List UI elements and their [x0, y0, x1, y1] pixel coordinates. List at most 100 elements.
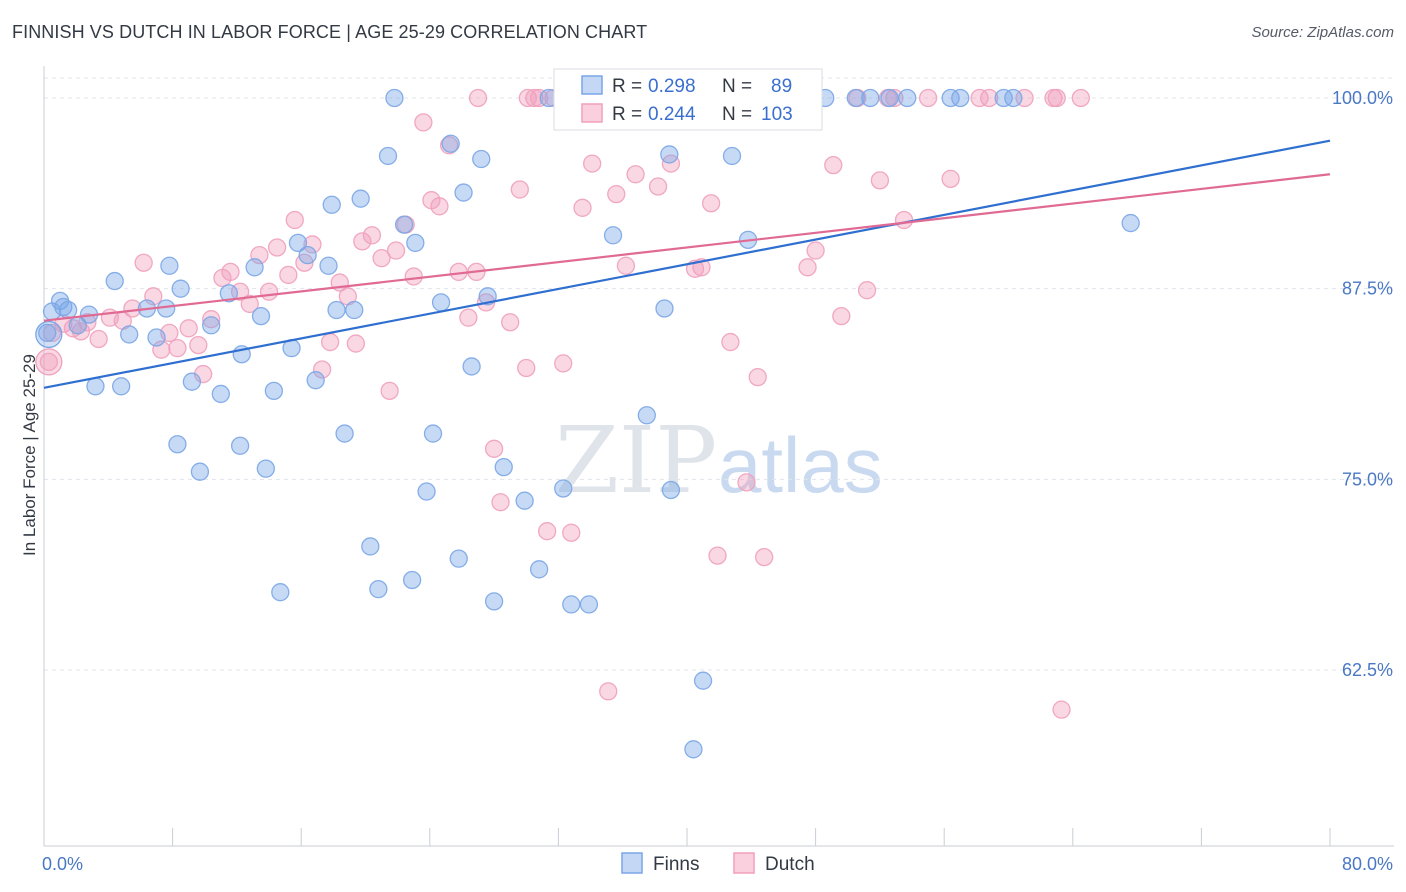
finns-point-55 [484, 592, 504, 611]
finns-point-18 [190, 462, 210, 481]
finns-point-21 [219, 284, 239, 303]
dutch-point-47 [459, 308, 478, 327]
dutch-point-75 [737, 473, 756, 492]
dutch-point-10 [134, 253, 153, 272]
finns-point-25 [251, 306, 271, 326]
dutch-point-53 [510, 180, 529, 199]
finns-point-44 [402, 570, 422, 590]
finns-point-14 [160, 256, 179, 275]
dutch-point-16 [189, 335, 208, 355]
finns-point-3 [54, 297, 73, 317]
dutch-point-37 [372, 249, 391, 268]
finns-point-88 [1121, 213, 1140, 233]
y-tick-label-0: 62.5% [1342, 660, 1393, 680]
x-tick-label-0: 0.0% [42, 854, 83, 874]
finns-point-54 [478, 287, 497, 306]
finns-point-61 [562, 595, 581, 614]
legend-swatch-dutch [581, 103, 603, 123]
bottom-legend: Finns Dutch [621, 852, 815, 875]
bottom-legend-swatch-finns [621, 852, 643, 874]
dutch-point-26 [279, 265, 298, 285]
dutch-point-20 [221, 262, 240, 282]
y-tick-label-2: 87.5% [1342, 279, 1393, 299]
dutch-point-90 [980, 88, 999, 108]
finns-point-28 [271, 583, 290, 602]
dutch-point-15 [179, 319, 198, 338]
finns-point-51 [454, 183, 473, 202]
finns-point-36 [335, 424, 354, 443]
finns-point-68 [655, 299, 674, 318]
dutch-point-67 [648, 177, 668, 196]
legend-r-label-dutch: R = [612, 104, 642, 125]
dutch-point-51 [491, 493, 510, 512]
dutch-point-74 [721, 332, 740, 352]
finns-point-72 [693, 671, 713, 690]
dutch-point-85 [870, 171, 890, 190]
finns-point-39 [361, 537, 380, 556]
finns-point-74 [722, 146, 742, 166]
finns-point-58 [529, 560, 549, 579]
bottom-legend-label-finns: Finns [653, 854, 699, 875]
dutch-point-94 [1071, 88, 1090, 108]
finns-point-53 [472, 149, 491, 169]
dutch-point-14 [168, 339, 187, 358]
dutch-point-79 [798, 258, 817, 277]
finns-point-7 [105, 271, 124, 291]
dutch-point-72 [701, 194, 721, 213]
finns-point-19 [202, 316, 221, 335]
source-credit: Source: ZipAtlas.com [1251, 24, 1394, 41]
finns-point-35 [327, 300, 346, 320]
finns-point-43 [394, 215, 414, 234]
dutch-point-29 [303, 235, 322, 254]
y-tick-label-3: 100.0% [1332, 88, 1393, 108]
finns-point-86 [994, 88, 1013, 108]
finns-point-84 [941, 88, 960, 108]
finns-point-64 [603, 226, 623, 245]
dutch-point-56 [537, 522, 557, 541]
finns-point-48 [431, 293, 451, 312]
dutch-point-0 [39, 352, 58, 372]
y-tick-labels: 62.5% 75.0% 87.5% 100.0% [1332, 88, 1393, 680]
dutch-point-54 [517, 358, 536, 378]
finns-trendline [43, 139, 1331, 389]
dutch-point-31 [320, 332, 340, 352]
y-tick-label-1: 75.0% [1342, 469, 1393, 489]
legend-n-label-finns: N = [722, 76, 752, 97]
dutch-point-63 [607, 184, 626, 204]
dutch-point-58 [554, 354, 573, 373]
dutch-point-35 [353, 232, 372, 251]
finns-point-71 [684, 740, 703, 759]
dutch-point-88 [894, 210, 914, 230]
dutch-point-42 [414, 113, 433, 132]
dutch-point-44 [430, 197, 449, 216]
finns-point-60 [554, 479, 573, 498]
legend-n-value-finns: 89 [771, 76, 792, 97]
dutch-point-62 [599, 682, 618, 701]
dutch-point-6 [89, 329, 108, 349]
finns-point-38 [351, 189, 370, 208]
finns-point-42 [385, 88, 404, 108]
dutch-point-59 [562, 523, 581, 542]
dutch-point-24 [259, 282, 279, 301]
finns-point-31 [298, 245, 317, 265]
finns-point-40 [369, 580, 388, 599]
dutch-point-64 [616, 256, 636, 275]
finns-point-17 [168, 435, 187, 454]
dutch-point-68 [661, 154, 681, 173]
finns-point-26 [256, 459, 275, 478]
finns-point-27 [264, 381, 284, 401]
dutch-point-61 [583, 154, 602, 173]
watermark: ZIP atlas [555, 407, 883, 514]
watermark-atlas: atlas [718, 421, 883, 509]
dutch-point-22 [240, 294, 259, 314]
finns-point-45 [406, 233, 425, 253]
finns-point-10 [120, 325, 139, 344]
bottom-legend-label-dutch: Dutch [765, 854, 815, 875]
dutch-point-102 [970, 88, 989, 108]
legend-r-value-dutch: 0.244 [648, 104, 696, 125]
finns-point-22 [230, 436, 250, 455]
finns-point-87 [1004, 88, 1023, 108]
finns-point-85 [951, 88, 970, 108]
finns-point-66 [637, 406, 656, 425]
finns-point-82 [880, 88, 899, 108]
